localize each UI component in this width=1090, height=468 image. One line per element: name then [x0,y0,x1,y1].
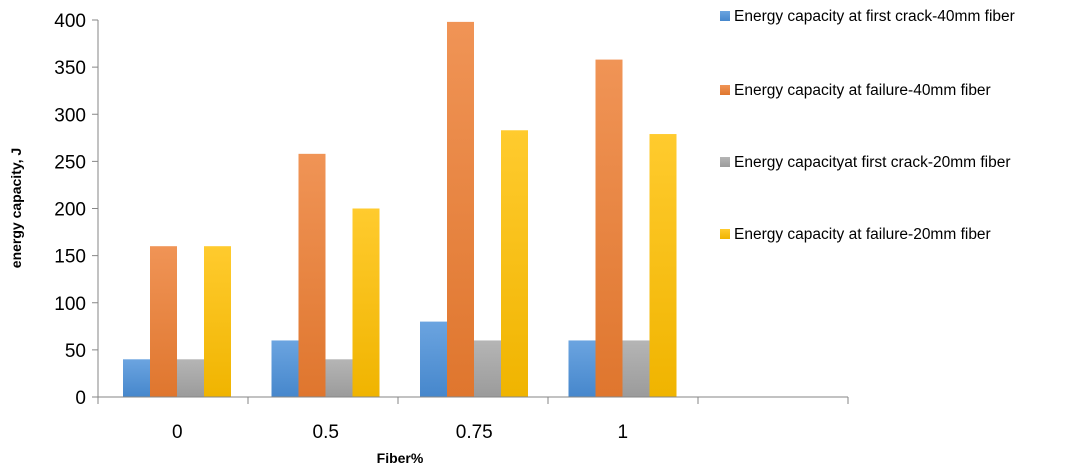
y-tick-label: 350 [54,58,86,79]
bar-series3-cat2 [325,359,353,397]
bar-series3-cat3 [474,340,501,397]
y-tick-label: 150 [54,247,86,268]
bar-series2-cat3 [447,21,474,397]
bar-series4-cat4 [649,134,677,398]
x-tick-label: 1 [617,422,628,443]
legend-swatch-4 [720,229,730,239]
bar-series4-cat2 [352,208,380,397]
bar-series2-cat1 [150,246,177,397]
bar-series1-cat4 [568,340,596,397]
legend-item-2: Energy capacity at failure-40mm fiber [720,80,1074,102]
legend-item-1: Energy capacity at first crack-40mm fibe… [720,6,1074,28]
y-axis-title: energy capacity, J [8,148,24,268]
y-tick-label: 200 [54,200,86,221]
legend-swatch-3 [720,157,730,167]
bar-series1-cat2 [271,340,299,397]
y-tick-label: 250 [54,152,86,173]
legend-swatch-2 [720,85,730,95]
legend-label-1: Energy capacity at first crack-40mm fibe… [734,8,1015,25]
legend-item-4: Energy capacity at failure-20mm fiber [720,224,1074,246]
legend-swatch-1 [720,11,730,21]
legend-label-4: Energy capacity at failure-20mm fiber [734,226,991,243]
bars-group [123,21,677,398]
y-tick-label: 0 [75,388,86,409]
bar-series3-cat4 [622,340,650,397]
legend-label-3: Energy capacityat first crack-20mm fiber [734,154,1011,171]
bar-series4-cat1 [204,246,231,397]
x-tick-label: 0 [172,422,183,443]
bar-series2-cat4 [595,59,623,398]
x-axis-title: Fiber% [377,450,424,466]
y-tick-label: 300 [54,105,86,126]
bar-series1-cat3 [420,321,447,397]
bar-series1-cat1 [123,359,150,397]
y-tick-label: 400 [54,11,86,32]
bar-series4-cat3 [501,130,528,397]
legend-label-2: Energy capacity at failure-40mm fiber [734,82,991,99]
bar-series2-cat2 [298,153,326,397]
x-tick-label: 0.5 [313,422,339,443]
bar-series3-cat1 [177,359,204,397]
legend-item-3: Energy capacityat first crack-20mm fiber [720,152,1074,174]
x-ticks-group: 0 0.5 0.75 1 [97,397,849,443]
y-tick-label: 50 [65,341,86,362]
y-tick-label: 100 [54,294,86,315]
y-ticks-group: 0 50 100 150 200 250 300 350 400 [54,11,98,409]
x-tick-label: 0.75 [456,422,493,443]
